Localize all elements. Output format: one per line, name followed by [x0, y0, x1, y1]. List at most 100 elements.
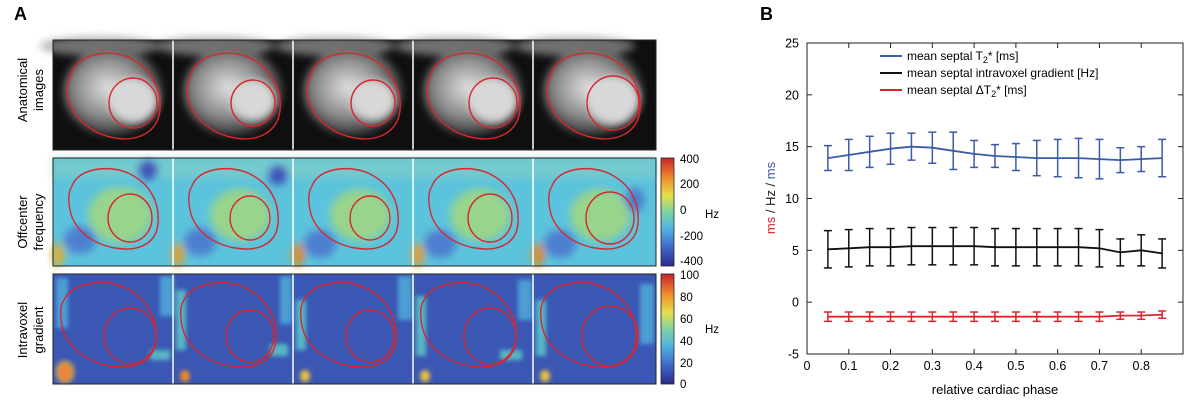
data-point [847, 154, 850, 156]
data-point [1015, 156, 1017, 158]
data-point [1015, 246, 1017, 249]
y-label-part: Hz [763, 190, 778, 206]
data-point [1077, 246, 1080, 249]
series-2 [823, 310, 1167, 323]
data-point [910, 315, 913, 318]
x-tick-label: 0.5 [1007, 359, 1024, 373]
gradient-tick: 20 [680, 358, 693, 370]
data-point [827, 248, 829, 251]
x-tick-label: 0.3 [924, 359, 941, 373]
data-point [952, 315, 955, 318]
data-point [910, 145, 913, 148]
frequency-tick: 200 [680, 179, 699, 191]
data-point [952, 150, 955, 152]
data-point [827, 157, 829, 159]
data-point [910, 245, 913, 247]
data-point [973, 153, 975, 155]
x-tick-label: 0.6 [1049, 359, 1066, 373]
row-label-intravoxel-line2: gradient [31, 306, 46, 353]
panel-a-label: A [14, 4, 27, 24]
data-point [1119, 314, 1122, 317]
data-point [1140, 158, 1143, 160]
x-axis-label: relative cardiac phase [932, 382, 1058, 397]
y-axis-label: ms / Hz / ms [763, 161, 778, 234]
data-point [1161, 313, 1163, 316]
data-point [868, 151, 871, 153]
data-point [1077, 315, 1080, 318]
data-point [931, 245, 934, 247]
legend: mean septal T2* [ms]mean septal intravox… [880, 49, 1098, 99]
gradient-tick: 60 [680, 314, 693, 326]
x-tick-label: 0.1 [840, 359, 857, 373]
legend-entry: mean septal intravoxel gradient [Hz] [907, 66, 1098, 80]
data-point [1119, 251, 1122, 254]
data-point [889, 147, 892, 150]
y-tick-label: -5 [788, 348, 799, 362]
row-label-offcenter-line2: frequency [31, 193, 46, 251]
legend-subscript: 2 [983, 55, 988, 65]
legend-entry: mean septal T2* [ms] [907, 49, 1019, 65]
gradient-unit: Hz [705, 324, 719, 336]
data-point [1098, 247, 1101, 250]
row-label-offcenter-line1: Offcenter [15, 195, 30, 249]
panel-b-label: B [760, 4, 773, 24]
legend-text: mean septal intravoxel gradient [Hz] [907, 66, 1098, 80]
series-1 [823, 226, 1167, 269]
y-tick-label: 10 [785, 192, 799, 206]
y-label-part: ms [763, 216, 778, 234]
gradient-tick: 80 [680, 292, 693, 304]
legend-text: mean septal T [907, 49, 983, 63]
y-label-part: / [763, 206, 778, 217]
data-point [1056, 315, 1059, 318]
intravoxel-gradient-maps [52, 273, 657, 385]
data-point [868, 246, 871, 249]
data-point [1098, 315, 1101, 318]
legend-text: mean septal ΔT [907, 83, 992, 97]
data-point [994, 155, 996, 157]
y-tick-label: 15 [785, 140, 799, 154]
y-tick-label: 5 [792, 244, 799, 258]
data-point [1035, 246, 1038, 249]
y-tick-label: 25 [785, 37, 799, 51]
data-point [847, 247, 850, 250]
gradient-colorbar: 100 80 60 40 20 0 Hz [660, 270, 719, 391]
row-label-anatomical-line2: images [31, 69, 46, 111]
y-tick-label: 0 [792, 296, 799, 310]
data-point [1140, 249, 1143, 252]
frequency-tick: 0 [680, 205, 686, 217]
data-point [889, 246, 892, 249]
y-label-part: ms [763, 161, 778, 179]
myocardium-contours [59, 52, 641, 368]
data-point [994, 246, 996, 249]
data-point [973, 245, 975, 247]
frequency-unit: Hz [705, 209, 719, 221]
legend-entry: mean septal ΔT2* [ms] [907, 83, 1027, 99]
data-point [994, 315, 996, 318]
x-tick-label: 0.7 [1091, 359, 1108, 373]
y-tick-label: 20 [785, 88, 799, 102]
legend-text-rest: * [ms] [996, 83, 1027, 97]
series-0 [823, 131, 1167, 180]
data-point [1056, 157, 1059, 159]
data-point [868, 315, 871, 318]
anatomical-images-row [40, 36, 657, 151]
legend-text-rest: * [ms] [988, 49, 1019, 63]
x-tick-label: 0 [804, 359, 811, 373]
data-point [1098, 158, 1101, 160]
data-point [1056, 246, 1059, 249]
x-tick-label: 0.4 [965, 359, 982, 373]
data-point [931, 146, 934, 149]
row-label-intravoxel-line1: Intravoxel [15, 302, 30, 358]
row-label-anatomical-line1: Anatomical [15, 58, 30, 122]
data-point [1161, 252, 1163, 255]
data-point [931, 315, 934, 318]
gradient-tick: 0 [680, 379, 686, 391]
data-point [1077, 157, 1080, 159]
data-point [1140, 314, 1143, 317]
frequency-colorbar: 400 200 0 -200 -400 Hz [660, 154, 719, 268]
data-point [1035, 315, 1038, 318]
frequency-tick: 400 [680, 154, 699, 166]
x-tick-label: 0.8 [1133, 359, 1150, 373]
data-point [1015, 315, 1017, 318]
